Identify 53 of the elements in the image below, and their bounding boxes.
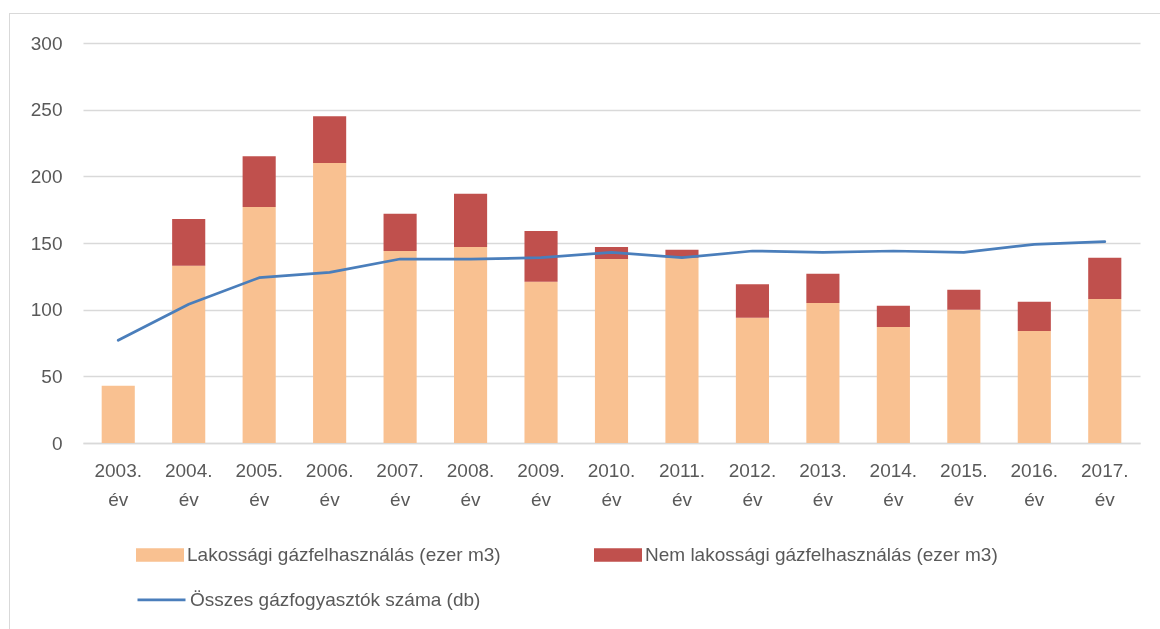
bar (313, 116, 347, 163)
legend-label: Nem lakossági gázfelhasználás (ezer m3) (645, 544, 998, 565)
bar (876, 327, 910, 443)
y-tick-label: 250 (30, 99, 63, 121)
bar (1088, 257, 1122, 299)
x-tick-label: 2006. év (305, 459, 354, 510)
x-tick-label: 2004. év (164, 459, 213, 510)
bar (313, 163, 347, 443)
x-tick-label: 2015. év (940, 459, 988, 510)
bar (1017, 331, 1051, 443)
bar (1017, 301, 1051, 331)
bar (1088, 299, 1122, 443)
bar (806, 273, 840, 303)
line-series (116, 240, 1107, 342)
y-tick-label: 150 (30, 232, 63, 254)
bar (947, 289, 981, 310)
bar (665, 257, 699, 443)
y-tick-label: 200 (30, 165, 63, 187)
legend-label: Lakossági gázfelhasználás (ezer m3) (187, 544, 501, 565)
bar (735, 284, 769, 318)
x-tick-label: 2017. év (1080, 459, 1129, 510)
bar (172, 265, 206, 443)
bar (242, 156, 276, 207)
bar (876, 305, 910, 327)
bar (454, 247, 488, 443)
y-tick-label: 0 (51, 432, 63, 454)
bar (383, 251, 417, 443)
x-tick-label: 2013. év (799, 459, 847, 510)
bar (594, 259, 629, 443)
bar (524, 231, 558, 282)
x-tick-label: 2008. év (446, 459, 495, 510)
x-tick-label: 2016. év (1010, 459, 1059, 510)
x-tick-label: 2009. év (517, 459, 565, 510)
x-tick-label: 2011. év (658, 459, 706, 510)
x-tick-label: 2014. év (869, 459, 918, 510)
x-tick-label: 2005. év (235, 459, 283, 510)
bar (172, 219, 206, 266)
x-tick-label: 2003. év (94, 459, 143, 510)
y-tick-label: 50 (41, 365, 63, 387)
bar (101, 385, 135, 443)
bar (383, 213, 417, 251)
y-tick-label: 300 (30, 32, 63, 54)
bar (947, 309, 981, 443)
y-tick-label: 100 (30, 299, 63, 321)
bar (806, 303, 840, 443)
x-tick-label: 2012. év (728, 459, 777, 510)
x-tick-label: 2007. év (376, 459, 424, 510)
bar (735, 317, 769, 443)
legend-label: Összes gázfogyasztók száma (db) (190, 588, 481, 610)
bar (242, 207, 276, 443)
bar (454, 193, 488, 247)
x-tick-label: 2010. év (587, 459, 636, 510)
bar (524, 281, 558, 443)
